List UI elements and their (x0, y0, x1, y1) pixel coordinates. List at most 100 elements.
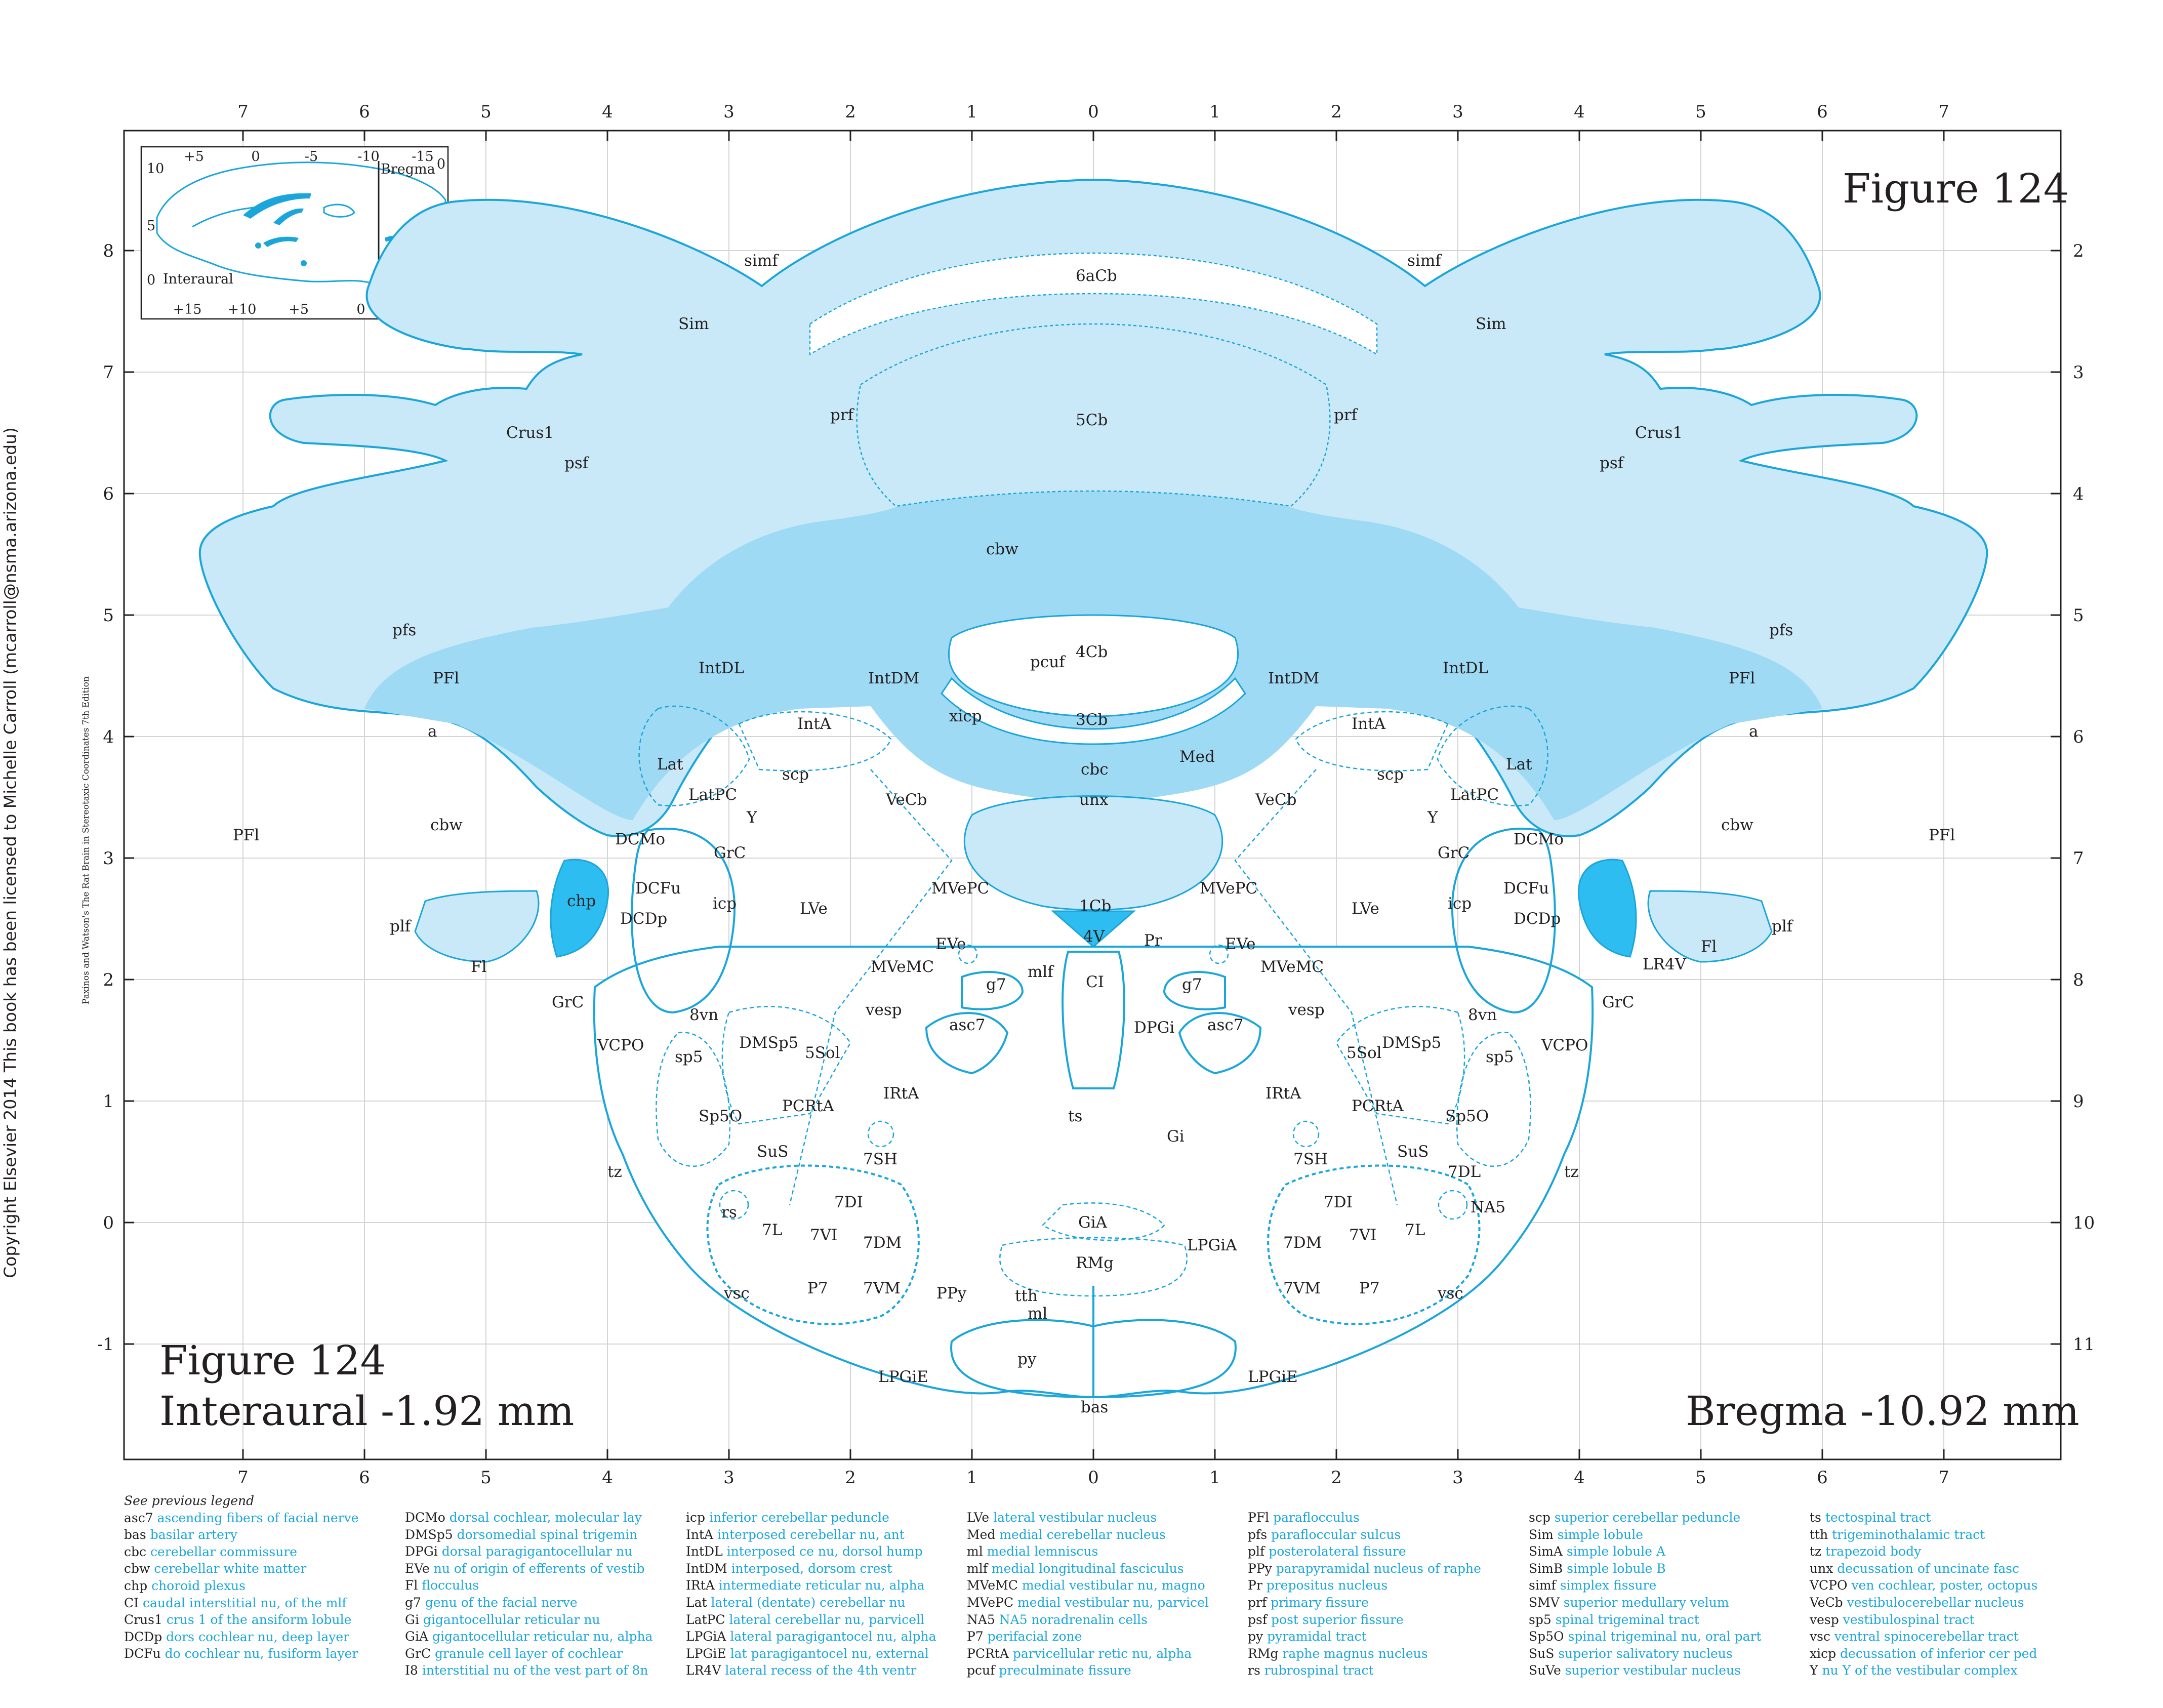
legend-definition: gigantocellular reticular nu, alpha (432, 1629, 653, 1644)
top-tick-label: 1 (1209, 102, 1220, 122)
label-MVePC-left: MVePC (931, 879, 989, 898)
top-tick-label: 4 (602, 102, 613, 122)
legend-definition: medial cerebellar nucleus (999, 1527, 1166, 1542)
label-cbw-left: cbw (430, 816, 463, 834)
asc7-left (925, 1012, 1009, 1075)
legend-abbreviation: scp (1529, 1510, 1555, 1525)
right-tick-label: 9 (2073, 1091, 2084, 1112)
legend-abbreviation: IntDL (686, 1544, 727, 1559)
legend-definition: parvicellular retic nu, alpha (1012, 1646, 1192, 1661)
label-CI: CI (1086, 973, 1104, 991)
label-simf-right: simf (1407, 252, 1442, 270)
label-IntDM-right: IntDM (1268, 669, 1319, 687)
legend-entry: bas basilar artery (124, 1526, 359, 1543)
legend-abbreviation: VeCb (1810, 1595, 1847, 1610)
label-7VM-left: 7VM (863, 1279, 901, 1297)
legend-definition: pyramidal tract (1267, 1629, 1367, 1644)
legend-abbreviation: tth (1810, 1527, 1832, 1542)
legend-column: LVe lateral vestibular nucleus Med medial… (967, 1509, 1209, 1679)
legend-entry: VeCb vestibulocerebellar nucleus (1810, 1594, 2037, 1611)
label-tth: tth (1015, 1287, 1038, 1305)
legend-definition: lateral recess of the 4th ventr (725, 1663, 917, 1678)
label-DCDp-left: DCDp (620, 910, 667, 928)
legend-abbreviation: plf (1248, 1544, 1269, 1559)
bottom-tick-label: 0 (1088, 1468, 1099, 1488)
right-tick-label: 2 (2073, 241, 2084, 261)
legend-entry: DPGi dorsal paragigantocellular nu (405, 1543, 652, 1560)
label-PFl-right: PFl (1729, 669, 1755, 687)
label-Y-right: Y (1427, 808, 1438, 827)
g7-right (1163, 971, 1226, 1010)
legend-abbreviation: pcuf (967, 1663, 999, 1678)
legend-definition: medial longitudinal fasciculus (991, 1561, 1184, 1576)
asc7-right (1178, 1012, 1262, 1075)
right-tick-label: 6 (2073, 727, 2084, 747)
label-PFl2-left: PFl (233, 826, 259, 844)
legend-abbreviation: VCPO (1810, 1578, 1852, 1593)
top-tick-label: 7 (237, 102, 249, 122)
label-DMSp5-left: DMSp5 (739, 1034, 798, 1052)
legend-definition: vestibulospinal tract (1843, 1612, 1975, 1627)
label-IntA-left: IntA (797, 715, 832, 733)
legend-definition: superior vestibular nucleus (1565, 1663, 1741, 1678)
bottom-tick-label: 4 (602, 1468, 613, 1488)
right-tick-label: 4 (2073, 484, 2084, 504)
legend-abbreviation: GiA (405, 1629, 432, 1644)
label-psf-left: psf (564, 454, 590, 472)
legend-entry: DCFu do cochlear nu, fusiform layer (124, 1645, 359, 1662)
label-cbc: cbc (1081, 760, 1109, 779)
label-PFl2-right: PFl (1929, 826, 1955, 844)
label-DCDp-right: DCDp (1514, 910, 1561, 928)
label-sp5-left: sp5 (675, 1048, 703, 1066)
legend-definition: interposed, dorsom crest (731, 1561, 892, 1576)
label-LPGiE-right: LPGiE (1248, 1368, 1298, 1386)
label-ts: ts (1068, 1107, 1082, 1125)
legend-entry: SimB simple lobule B (1529, 1560, 1762, 1577)
legend-entry: PFl paraflocculus (1248, 1509, 1481, 1526)
label-IRtA-right: IRtA (1266, 1084, 1301, 1103)
label-7SH-left: 7SH (863, 1150, 897, 1168)
right-tick-label: 8 (2073, 970, 2084, 990)
bottom-tick-label: 1 (1209, 1468, 1220, 1488)
legend-entry: VCPO ven cochlear, poster, octopus (1810, 1577, 2037, 1594)
label-7DL: 7DL (1448, 1163, 1481, 1181)
top-tick-label: 5 (480, 102, 492, 122)
label-vsc-right: vsc (1437, 1284, 1463, 1303)
legend-entry: EVe nu of origin of efferents of vestib (405, 1560, 652, 1577)
legend-entry: py pyramidal tract (1248, 1628, 1481, 1645)
label-4Cb: 4Cb (1076, 643, 1108, 661)
label-MVeMC-left: MVeMC (871, 958, 934, 976)
legend-definition: prepositus nucleus (1266, 1578, 1388, 1593)
legend-definition: dorsal cochlear, molecular lay (449, 1510, 642, 1525)
legend-definition: medial lemniscus (987, 1544, 1098, 1559)
legend-entry: LPGiA lateral paragigantocel nu, alpha (686, 1628, 936, 1645)
legend-definition: rubrospinal tract (1264, 1663, 1374, 1678)
legend-abbreviation: Gi (405, 1612, 423, 1627)
left-tick-label: 2 (103, 970, 114, 990)
label-5Sol-right: 5Sol (1346, 1044, 1382, 1062)
structure-labels: 6aCb 5Cb cbw 4Cb pcuf 3Cb xicp cbc Med u… (233, 252, 1955, 1416)
legend-abbreviation: sp5 (1529, 1612, 1556, 1627)
label-7VM-right: 7VM (1283, 1279, 1321, 1297)
legend-entry: LPGiE lat paragigantocel nu, external (686, 1645, 936, 1662)
label-EVe-right: EVe (1225, 935, 1256, 953)
vermis-5Cb (856, 323, 1331, 507)
legend-definition: gigantocellular reticular nu (423, 1612, 600, 1627)
interaural-coordinate: Interaural -1.92 mm (159, 1388, 574, 1435)
label-Fl-left: Fl (471, 958, 486, 976)
inset-bottom-tick: +15 (173, 302, 202, 317)
legend-abbreviation: ml (967, 1544, 987, 1559)
legend-abbreviation: PCRtA (967, 1646, 1013, 1661)
right-tick-label: 10 (2073, 1213, 2095, 1233)
legend-entry: IRtA intermediate reticular nu, alpha (686, 1577, 936, 1594)
label-prf-left: prf (830, 406, 855, 424)
label-icp-left: icp (713, 894, 737, 913)
legend-entry: GrC granule cell layer of cochlear (405, 1645, 652, 1662)
legend-definition: posterolateral fissure (1269, 1544, 1406, 1559)
legend-abbreviation: py (1248, 1629, 1268, 1644)
legend-definition: perifacial zone (987, 1629, 1082, 1644)
legend-definition: NA5 noradrenalin cells (999, 1612, 1148, 1627)
plate-frame (123, 130, 2062, 1460)
legend-entry: tz trapezoid body (1810, 1543, 2037, 1560)
legend-entry: tth trigeminothalamic tract (1810, 1526, 2037, 1543)
